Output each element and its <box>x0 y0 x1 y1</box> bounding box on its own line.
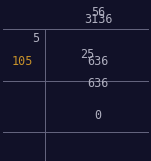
Text: 3136: 3136 <box>84 13 112 26</box>
Text: 636: 636 <box>87 55 109 68</box>
Text: 636: 636 <box>87 77 109 90</box>
Text: 105: 105 <box>12 55 33 68</box>
Text: 0: 0 <box>95 109 102 123</box>
Text: 56: 56 <box>91 6 105 19</box>
Text: 25: 25 <box>80 48 95 61</box>
Text: 5: 5 <box>32 32 39 45</box>
